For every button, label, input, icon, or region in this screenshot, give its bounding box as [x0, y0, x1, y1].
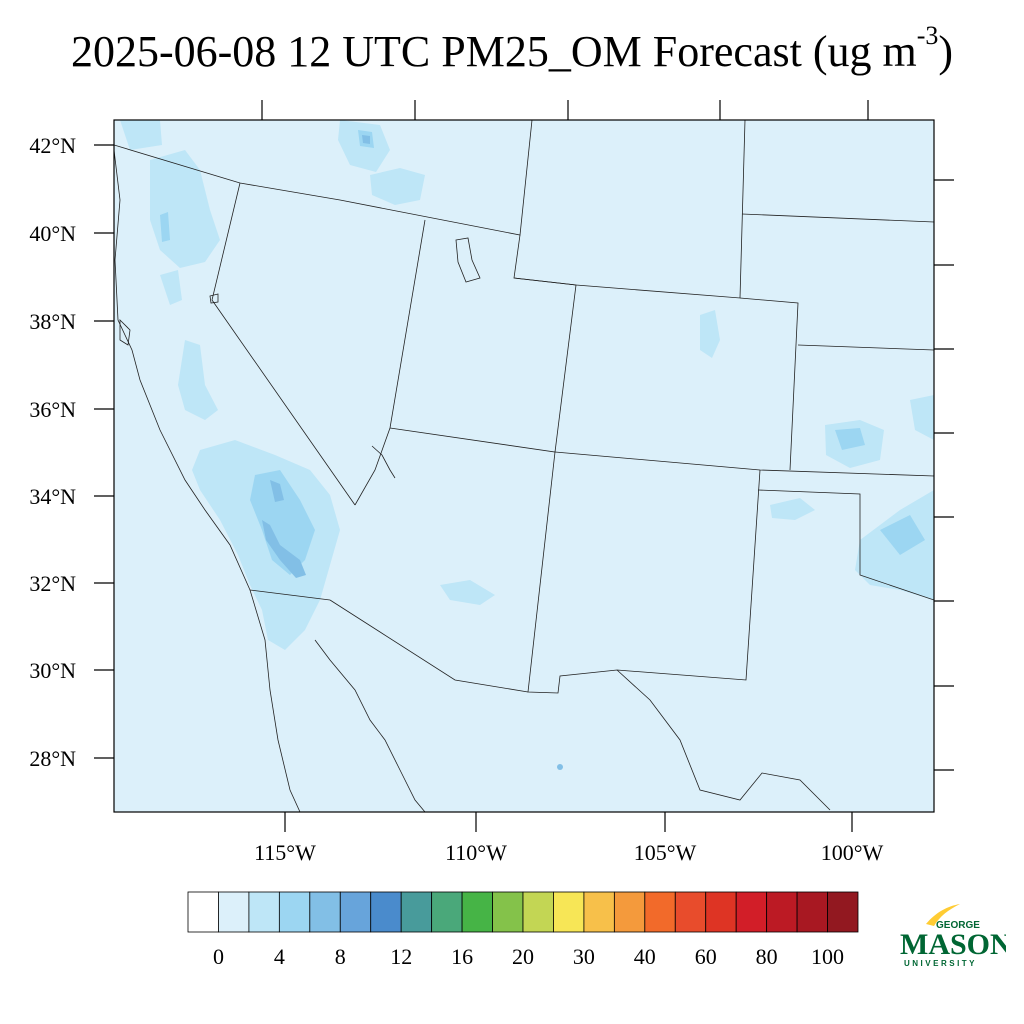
colorbar-label: 100 [811, 944, 844, 969]
colorbar-swatch [705, 891, 737, 933]
colorbar-swatch [400, 891, 433, 933]
map-frame [113, 119, 935, 813]
colorbar-swatch [187, 891, 219, 933]
colorbar-label: 30 [573, 944, 595, 969]
title-closing: ) [938, 27, 954, 76]
gmu-logo: GEORGE MASON UNIVERSITY [900, 904, 1006, 968]
colorbar-swatch [431, 891, 463, 933]
lat-label: 30°N [29, 658, 76, 683]
lat-label: 34°N [29, 484, 76, 509]
colorbar-label: 16 [451, 944, 473, 969]
colorbar-label: 80 [756, 944, 778, 969]
logo-swoosh-icon [926, 904, 960, 926]
colorbar-label: 20 [512, 944, 534, 969]
colorbar-swatch [309, 891, 341, 933]
state-boundaries [114, 120, 934, 812]
colorbar-label: 40 [634, 944, 656, 969]
map-axes: 42°N 40°N 38°N 36°N 34°N 32°N 30°N 28°N 115°W 110… [29, 100, 954, 865]
pm25-level-mid [160, 130, 925, 575]
colorbar-swatch [613, 891, 646, 933]
lat-label: 36°N [29, 397, 76, 422]
colorbar: 0 4 8 12 16 20 30 40 60 80 100 [187, 891, 859, 969]
lon-label: 100°W [821, 840, 884, 865]
colorbar-swatch [492, 891, 524, 933]
title-text: 2025-06-08 12 UTC PM25_OM Forecast (ug m [70, 27, 917, 76]
colorbar-swatch [796, 891, 828, 933]
colorbar-swatch [674, 891, 707, 933]
colorbar-swatch [370, 891, 402, 933]
concentration-fields [120, 120, 934, 770]
lat-label: 28°N [29, 746, 76, 771]
lon-label: 110°W [445, 840, 507, 865]
title-superscript: -3 [916, 21, 939, 50]
logo-main: MASON [900, 928, 1006, 961]
colorbar-swatch [766, 891, 798, 933]
colorbar-swatch [339, 891, 372, 933]
colorbar-label: 0 [213, 944, 224, 969]
colorbar-swatch [827, 891, 859, 933]
colorbar-label: 4 [274, 944, 285, 969]
colorbar-swatch [553, 891, 585, 933]
pm25-level-high [262, 135, 563, 770]
colorbar-swatch [735, 891, 768, 933]
colorbar-swatch [522, 891, 554, 933]
colorbar-swatch [278, 891, 311, 933]
lon-label: 105°W [634, 840, 697, 865]
lat-label: 40°N [29, 221, 76, 246]
colorbar-label: 12 [390, 944, 412, 969]
colorbar-label: 60 [695, 944, 717, 969]
colorbar-swatch [248, 891, 280, 933]
lat-label: 38°N [29, 309, 76, 334]
lon-label: 115°W [254, 840, 316, 865]
lat-label: 32°N [29, 571, 76, 596]
colorbar-swatch [644, 891, 676, 933]
colorbar-swatch [461, 891, 493, 933]
map-title: 2025-06-08 12 UTC PM25_OM Forecast (ug m… [0, 21, 1024, 80]
colorbar-swatch [218, 891, 250, 933]
colorbar-label: 8 [335, 944, 346, 969]
lat-label: 42°N [29, 133, 76, 158]
logo-top: GEORGE [936, 920, 980, 931]
colorbar-swatch [583, 891, 615, 933]
logo-bottom: UNIVERSITY [904, 959, 977, 968]
